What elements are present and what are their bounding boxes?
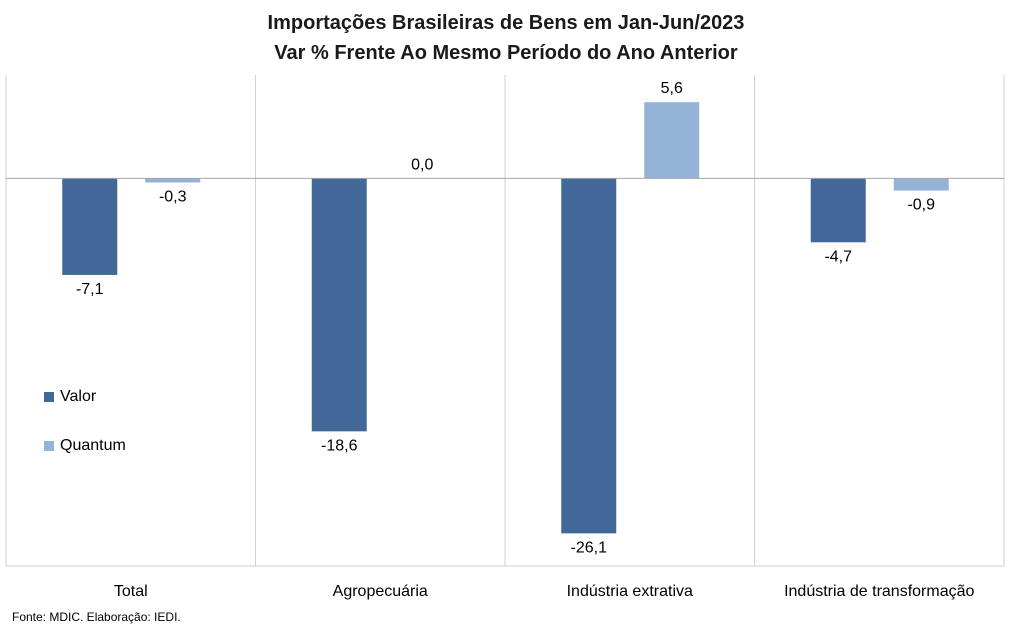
data-label-valor-1: -18,6 [321, 437, 358, 454]
legend-swatch-quantum [44, 441, 54, 451]
data-label-quantum-2: 5,6 [661, 80, 683, 97]
data-label-quantum-1: 0,0 [411, 156, 433, 173]
source-note: Fonte: MDIC. Elaboração: IEDI. [12, 610, 181, 624]
data-label-valor-0: -7,1 [76, 281, 104, 298]
data-label-quantum-0: -0,3 [159, 188, 187, 205]
bar-valor-0 [62, 178, 118, 275]
legend-label-quantum: Quantum [60, 437, 126, 454]
bar-quantum-2 [644, 102, 700, 179]
legend-item-quantum: Quantum [44, 437, 126, 455]
chart-subtitle: Var % Frente Ao Mesmo Período do Ano Ant… [274, 42, 738, 64]
legend-item-valor: Valor [44, 388, 96, 406]
bar-quantum-0 [145, 178, 201, 183]
bar-quantum-3 [893, 178, 949, 191]
category-label-1: Agropecuária [333, 583, 428, 600]
category-label-2: Indústria extrativa [567, 583, 693, 600]
bar-valor-3 [810, 178, 866, 243]
data-label-valor-3: -4,7 [824, 248, 852, 265]
bar-valor-1 [311, 178, 367, 432]
bar-valor-2 [561, 178, 617, 534]
chart-title: Importações Brasileiras de Bens em Jan-J… [267, 12, 745, 34]
data-label-valor-2: -26,1 [571, 539, 608, 556]
data-label-quantum-3: -0,9 [907, 197, 935, 214]
legend-label-valor: Valor [60, 388, 97, 405]
category-label-0: Total [114, 583, 148, 600]
legend-swatch-valor [44, 392, 54, 402]
category-label-3: Indústria de transformação [784, 583, 974, 600]
